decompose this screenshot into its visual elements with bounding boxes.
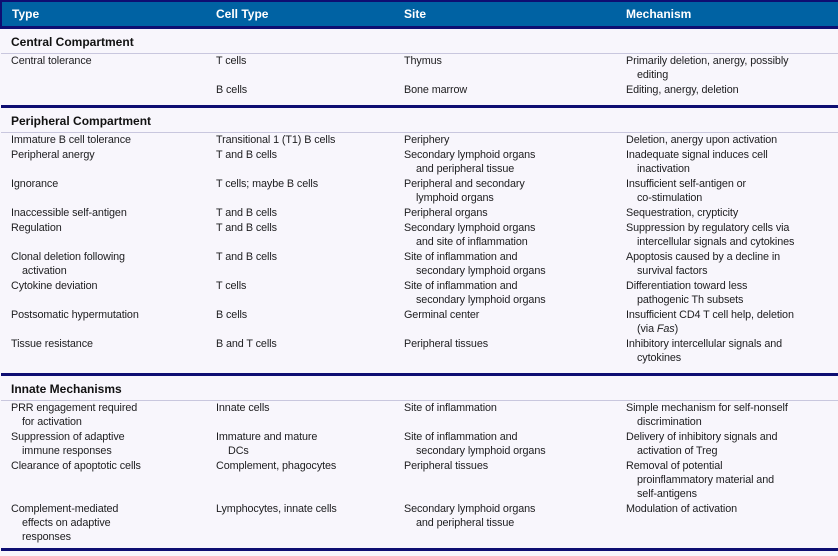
table-row: Clearance of apoptotic cells Complement,… [1,459,838,502]
fas-italic-text: Fas [656,323,675,335]
table-row: Suppression of adaptive immune responses… [1,430,838,459]
cell-mechanism: Deletion, anergy upon activation [626,134,778,146]
cell-site: Thymus [404,55,442,67]
column-header-type: Type [0,0,216,29]
cell-cell-type: Innate cells [216,402,270,414]
cell-site: Bone marrow [404,84,468,96]
cell-mechanism: Inhibitory intercellular signals and cyt… [626,338,783,364]
cell-mechanism: Inadequate signal induces cell inactivat… [626,149,768,175]
cell-cell-type: T and B cells [216,222,277,234]
cell-type-name: Peripheral anergy [11,149,95,161]
cell-site: Secondary lymphoid organs and site of in… [404,222,536,248]
table-row: Regulation T and B cells Secondary lymph… [1,221,838,250]
cell-cell-type: T and B cells [216,149,277,161]
cell-mechanism: Sequestration, crypticity [626,207,739,219]
table-row: Cytokine deviation T cells Site of infla… [1,279,838,308]
cell-mechanism: Removal of potential proinflammatory mat… [626,460,775,500]
cell-cell-type: Immature and mature DCs [216,431,318,457]
mechanism-text: ) [674,323,679,335]
cell-site: Secondary lymphoid organs and peripheral… [404,502,626,551]
cell-mechanism: Differentiation toward less pathogenic T… [626,280,748,306]
table-row: Inaccessible self-antigen T and B cells … [1,206,838,221]
cell-site: Peripheral tissues [404,338,489,350]
cell-mechanism: Editing, anergy, deletion [626,84,739,96]
cell-mechanism: Delivery of inhibitory signals and activ… [626,431,778,457]
table-row: Ignorance T cells; maybe B cells Periphe… [1,177,838,206]
table-row: Central tolerance T cells Thymus Primari… [1,54,838,84]
table-row: Peripheral anergy T and B cells Secondar… [1,148,838,177]
cell-cell-type: T cells [216,55,247,67]
cell-site: Secondary lymphoid organs and peripheral… [404,149,536,175]
mechanism-text: Insufficient CD4 T cell help, deletion (… [626,309,794,335]
cell-type-name: Clearance of apoptotic cells [11,460,141,472]
cell-cell-type: B cells [216,309,248,321]
section-title: Peripheral Compartment [1,105,838,133]
cell-site: Site of inflammation [404,402,497,414]
cell-type-name: Postsomatic hypermutation [11,309,139,321]
cell-mechanism: Insufficient CD4 T cell help, deletion (… [626,308,838,337]
column-header-site: Site [404,0,626,29]
table-row: Immature B cell tolerance Transitional 1… [1,133,838,149]
cell-site: Germinal center [404,309,480,321]
section-title: Innate Mechanisms [1,373,838,401]
section-header-central: Central Compartment [1,27,838,54]
cell-mechanism: Insufficient self-antigen or co-stimulat… [626,178,747,204]
table-header-row: Type Cell Type Site Mechanism [0,0,838,29]
cell-site: Periphery [404,134,450,146]
cell-type-name: Ignorance [11,178,59,190]
cell-type-name: Central tolerance [11,55,92,67]
table-row: Postsomatic hypermutation B cells Germin… [1,308,838,337]
cell-cell-type: Transitional 1 (T1) B cells [216,134,336,146]
cell-mechanism: Apoptosis caused by a decline in surviva… [626,251,781,277]
cell-type-name: Inaccessible self-antigen [11,207,127,219]
cell-site: Site of inflammation and secondary lymph… [404,251,546,277]
table-row: Clonal deletion following activation T a… [1,250,838,279]
table-row: PRR engagement required for activation I… [1,401,838,431]
cell-type-name: Suppression of adaptive immune responses [11,431,125,457]
cell-cell-type: Lymphocytes, innate cells [216,502,404,551]
cell-cell-type: Complement, phagocytes [216,460,337,472]
table-row: B cells Bone marrow Editing, anergy, del… [1,83,838,107]
cell-site: Peripheral organs [404,207,488,219]
table-row: Complement-mediated effects on adaptive … [1,502,838,551]
cell-site: Site of inflammation and secondary lymph… [404,280,546,306]
section-header-peripheral: Peripheral Compartment [1,105,838,133]
cell-type-name [1,83,216,107]
cell-type-name: Immature B cell tolerance [11,134,131,146]
column-header-mechanism: Mechanism [626,0,838,29]
section-title: Central Compartment [1,27,838,54]
table-row: Tissue resistance B and T cells Peripher… [1,337,838,375]
cell-type-name: Tissue resistance [11,338,93,350]
cell-cell-type: B and T cells [216,338,277,350]
column-header-cell-type: Cell Type [216,0,404,29]
cell-cell-type: T and B cells [216,251,277,263]
cell-mechanism: Suppression by regulatory cells via inte… [626,222,795,248]
cell-type-name: Cytokine deviation [11,280,98,292]
cell-cell-type: T cells [216,280,247,292]
cell-cell-type: T cells; maybe B cells [216,178,319,190]
cell-type-name: PRR engagement required for activation [11,402,138,428]
cell-type-name: Complement-mediated effects on adaptive … [1,502,216,551]
cell-mechanism: Modulation of activation [626,502,838,551]
cell-mechanism: Simple mechanism for self-nonself discri… [626,402,788,428]
cell-type-name: Regulation [11,222,62,234]
cell-cell-type: B cells [216,84,248,96]
cell-site: Peripheral and secondary lymphoid organs [404,178,525,204]
cell-site: Site of inflammation and secondary lymph… [404,431,546,457]
section-header-innate: Innate Mechanisms [1,373,838,401]
cell-cell-type: T and B cells [216,207,277,219]
cell-type-name: Clonal deletion following activation [11,251,125,277]
cell-site: Peripheral tissues [404,460,489,472]
cell-mechanism: Primarily deletion, anergy, possibly edi… [626,55,789,81]
